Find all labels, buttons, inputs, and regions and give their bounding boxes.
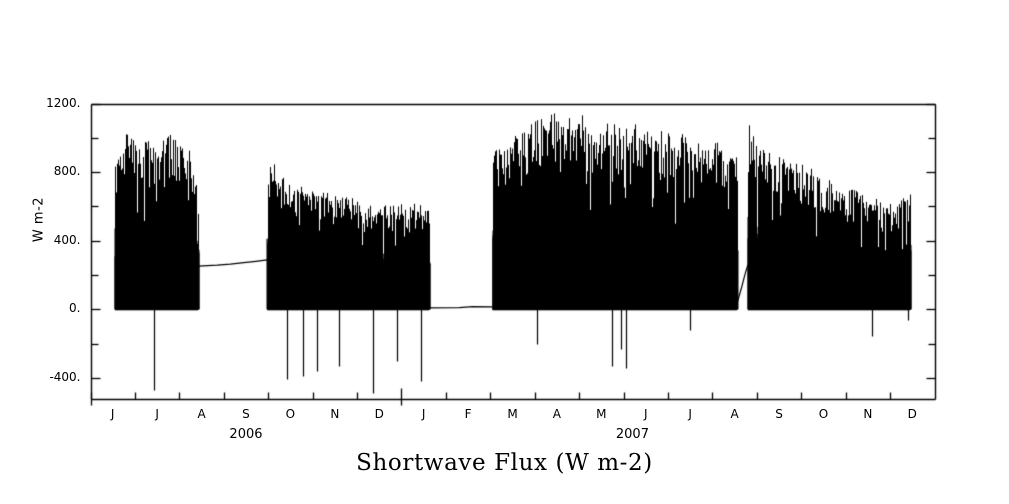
y-axis-title: W m-2 (31, 196, 47, 243)
x-axis-month-label: J (643, 406, 648, 421)
x-axis-month-label: D (907, 406, 917, 421)
x-axis-month-label: J (155, 406, 159, 421)
x-axis-month-label: J (110, 406, 115, 421)
x-axis-month-label: N (330, 406, 340, 421)
x-axis-month-label: J (688, 406, 692, 421)
figure-caption: Shortwave Flux (W m-2) (356, 450, 653, 476)
x-axis-month-label: N (863, 406, 873, 421)
x-axis-month-label: D (374, 406, 384, 421)
x-axis-month-label: A (730, 406, 739, 421)
x-axis-year-label: 2006 (229, 426, 263, 442)
x-axis-month-label: S (242, 406, 250, 421)
x-axis-month-label: A (197, 406, 206, 421)
y-axis-tick-label: -400. (49, 369, 81, 384)
x-axis-month-label: J (421, 406, 426, 421)
y-axis-tick-label: 0. (69, 301, 81, 316)
x-axis-month-label: O (818, 406, 829, 421)
x-axis-month-label: F (464, 406, 472, 421)
y-axis-tick-label: 800. (53, 164, 81, 179)
x-axis-month-label: A (552, 406, 562, 421)
y-axis-tick-label: 1200. (46, 95, 81, 110)
x-axis-month-label: O (285, 406, 296, 421)
x-axis-month-label: M (596, 406, 607, 421)
x-axis-month-label: S (775, 406, 783, 421)
x-axis-year-label: 2007 (615, 426, 649, 442)
y-axis-tick-label: 400. (53, 232, 81, 247)
x-axis-month-label: M (507, 406, 518, 421)
